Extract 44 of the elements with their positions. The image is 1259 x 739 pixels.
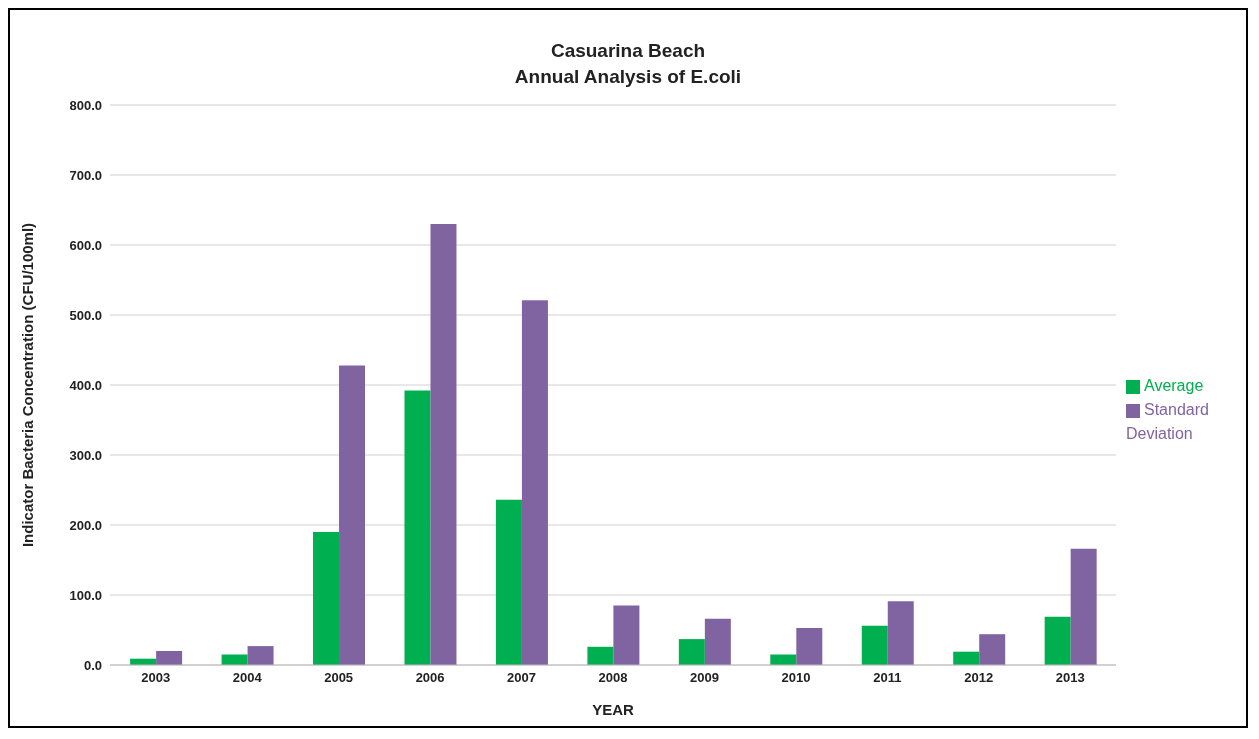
x-tick-label: 2007 (507, 670, 537, 686)
x-tick-label: 2004 (232, 670, 263, 686)
legend-label: Standard Deviation (1126, 401, 1209, 442)
bar (678, 639, 705, 665)
x-tick-label: 2005 (324, 670, 354, 686)
bar (953, 651, 980, 665)
y-tick-label: 200.0 (69, 517, 102, 533)
y-tick-label: 600.0 (69, 237, 102, 253)
bar (156, 651, 183, 665)
chart-title: Casuarina Beach Annual Analysis of E.coli (513, 39, 743, 89)
bar (887, 601, 914, 665)
bar (979, 634, 1006, 665)
bar (1044, 616, 1071, 665)
x-tick-label: 2009 (689, 670, 719, 686)
bar (247, 646, 274, 665)
bar (613, 605, 640, 665)
bar (704, 618, 731, 665)
bar (495, 499, 522, 665)
x-tick-label: 2011 (873, 670, 902, 686)
x-tick-label: 2012 (964, 670, 994, 686)
y-tick-label: 800.0 (69, 97, 102, 113)
y-tick-label: 500.0 (69, 307, 102, 323)
bar (339, 365, 366, 665)
bar (521, 300, 548, 665)
y-tick-label: 300.0 (69, 447, 102, 463)
x-tick-label: 2010 (781, 670, 811, 686)
y-axis-title: Indicator Bacteria Concentration (CFU/100ml) (19, 222, 37, 548)
y-tick-label: 700.0 (69, 167, 102, 183)
bar (1070, 548, 1097, 665)
bar (861, 625, 888, 665)
legend-label: Average (1144, 377, 1204, 394)
bar (404, 390, 431, 665)
bar (587, 646, 614, 665)
x-tick-label: 2003 (141, 670, 171, 686)
bar (313, 532, 340, 665)
x-tick-label: 2006 (415, 670, 445, 686)
bar (796, 627, 823, 665)
x-axis-title: YEAR (592, 701, 634, 718)
bar (430, 224, 457, 665)
y-tick-label: 0.0 (83, 657, 102, 673)
y-tick-label: 100.0 (69, 587, 102, 603)
y-tick-label: 400.0 (69, 377, 102, 393)
x-tick-label: 2013 (1055, 670, 1085, 686)
x-tick-label: 2008 (598, 670, 628, 686)
